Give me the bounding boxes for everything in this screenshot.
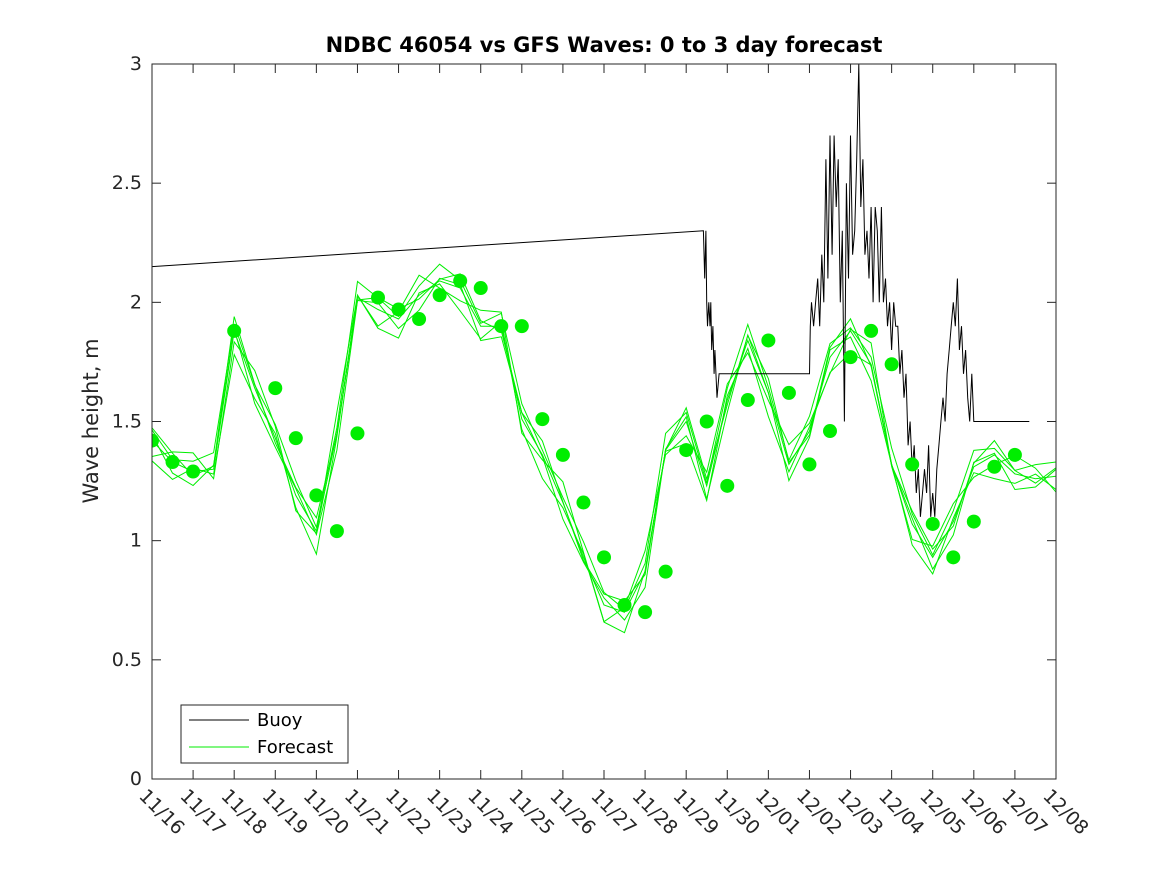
forecast-marker (720, 478, 735, 493)
forecast-marker (617, 598, 632, 613)
y-tick-label: 3 (130, 53, 142, 75)
x-tick-label: 12/07 (997, 785, 1051, 839)
forecast-marker (781, 385, 796, 400)
forecast-marker (740, 393, 755, 408)
x-tick-label: 11/26 (545, 785, 599, 839)
x-tick-label: 11/27 (586, 785, 640, 839)
forecast-marker (658, 564, 673, 579)
x-tick-label: 11/22 (381, 785, 435, 839)
legend-buoy-label: Buoy (257, 710, 303, 731)
forecast-marker (679, 443, 694, 458)
x-tick-label: 12/05 (915, 785, 969, 839)
y-tick-label: 2.5 (112, 172, 142, 194)
x-tick-label: 11/21 (340, 785, 394, 839)
forecast-line (152, 277, 1056, 621)
x-tick-label: 12/02 (792, 785, 846, 839)
forecast-marker (227, 323, 242, 338)
y-tick-label: 1 (130, 530, 142, 552)
forecast-marker (186, 464, 201, 479)
forecast-marker (555, 447, 570, 462)
x-tick-label: 11/18 (217, 785, 271, 839)
x-tick-label: 12/08 (1038, 785, 1092, 839)
x-tick-label: 12/06 (956, 785, 1010, 839)
x-tick-label: 11/24 (463, 785, 517, 839)
forecast-marker (268, 381, 283, 396)
forecast-marker (165, 455, 180, 470)
forecast-marker (966, 514, 981, 529)
chart-title: NDBC 46054 vs GFS Waves: 0 to 3 day fore… (326, 33, 883, 57)
forecast-marker (514, 319, 529, 334)
legend-box (180, 704, 349, 764)
forecast-marker (761, 333, 776, 348)
x-tick-label: 11/30 (710, 785, 764, 839)
forecast-marker (843, 350, 858, 365)
x-tick-label: 11/16 (134, 785, 188, 839)
buoy-line (152, 64, 1030, 517)
forecast-marker (288, 431, 303, 446)
forecast-marker (329, 524, 344, 539)
plot-frame (151, 63, 1057, 780)
forecast-marker (494, 319, 509, 334)
forecast-marker (864, 323, 879, 338)
x-tick-label: 12/04 (874, 785, 928, 839)
forecast-marker (535, 412, 550, 427)
y-tick-label: 1.5 (112, 411, 142, 433)
x-tick-label: 12/03 (833, 785, 887, 839)
plot-area (152, 64, 1056, 634)
forecast-marker (597, 550, 611, 565)
forecast-marker (823, 424, 837, 439)
y-tick-label: 0.5 (112, 649, 142, 671)
forecast-marker (699, 414, 714, 429)
forecast-marker (391, 302, 406, 317)
forecast-marker (884, 357, 899, 372)
forecast-marker (802, 457, 817, 472)
forecast-marker (473, 281, 488, 296)
forecast-line (152, 274, 1056, 623)
forecast-marker (350, 426, 365, 441)
x-tick-label: 11/19 (258, 785, 312, 839)
x-tick-label: 11/28 (628, 785, 682, 839)
forecast-marker (925, 516, 940, 531)
forecast-line (152, 273, 1056, 602)
x-tick-label: 12/01 (751, 785, 805, 839)
legend: Buoy Forecast (180, 704, 349, 764)
forecast-marker (946, 550, 961, 565)
forecast-marker (576, 495, 591, 510)
forecast-marker (412, 312, 427, 327)
x-tick-label: 11/29 (669, 785, 723, 839)
forecast-marker (309, 488, 324, 503)
forecast-marker (987, 459, 1002, 474)
y-tick-label: 0 (130, 768, 142, 790)
forecast-marker (371, 290, 385, 305)
x-tick-label: 11/20 (299, 785, 353, 839)
y-axis-label: Wave height, m (79, 338, 103, 503)
x-tick-label: 11/17 (176, 785, 230, 839)
forecast-marker (905, 457, 920, 472)
forecast-marker (432, 288, 447, 303)
forecast-marker (152, 433, 159, 448)
forecast-marker (453, 273, 468, 288)
legend-forecast-label: Forecast (257, 737, 333, 758)
forecast-line (152, 280, 1056, 613)
x-tick-label: 11/23 (422, 785, 476, 839)
forecast-marker (638, 605, 653, 620)
forecast-marker (1007, 447, 1022, 462)
forecast-line (152, 263, 1056, 611)
series-group (152, 64, 1056, 634)
y-tick-label: 2 (130, 291, 142, 313)
x-tick-label: 11/25 (504, 785, 558, 839)
